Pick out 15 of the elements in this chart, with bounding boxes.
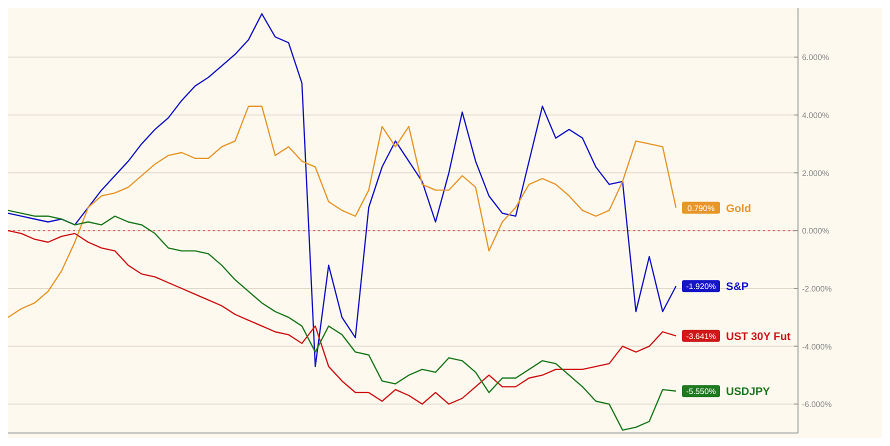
data-label: -3.641% [686,332,716,341]
y-tick-label: -6.000% [802,400,832,410]
y-tick-label: -4.000% [802,342,832,352]
data-label: 0.790% [687,204,715,213]
y-tick-label: -2.000% [802,284,832,294]
y-tick-label: 4.000% [802,110,830,120]
y-tick-label: 0.000% [802,226,830,236]
y-tick-label: 6.000% [802,53,830,62]
data-label: -5.550% [686,387,716,396]
legend-label: Gold [726,202,752,215]
legend-label: S&P [726,281,749,294]
legend-label: USDJPY [726,386,771,398]
legend-label: UST 30Y Fut [726,330,791,343]
y-tick-label: 2.000% [802,168,830,178]
data-label: -1.920% [686,282,716,292]
